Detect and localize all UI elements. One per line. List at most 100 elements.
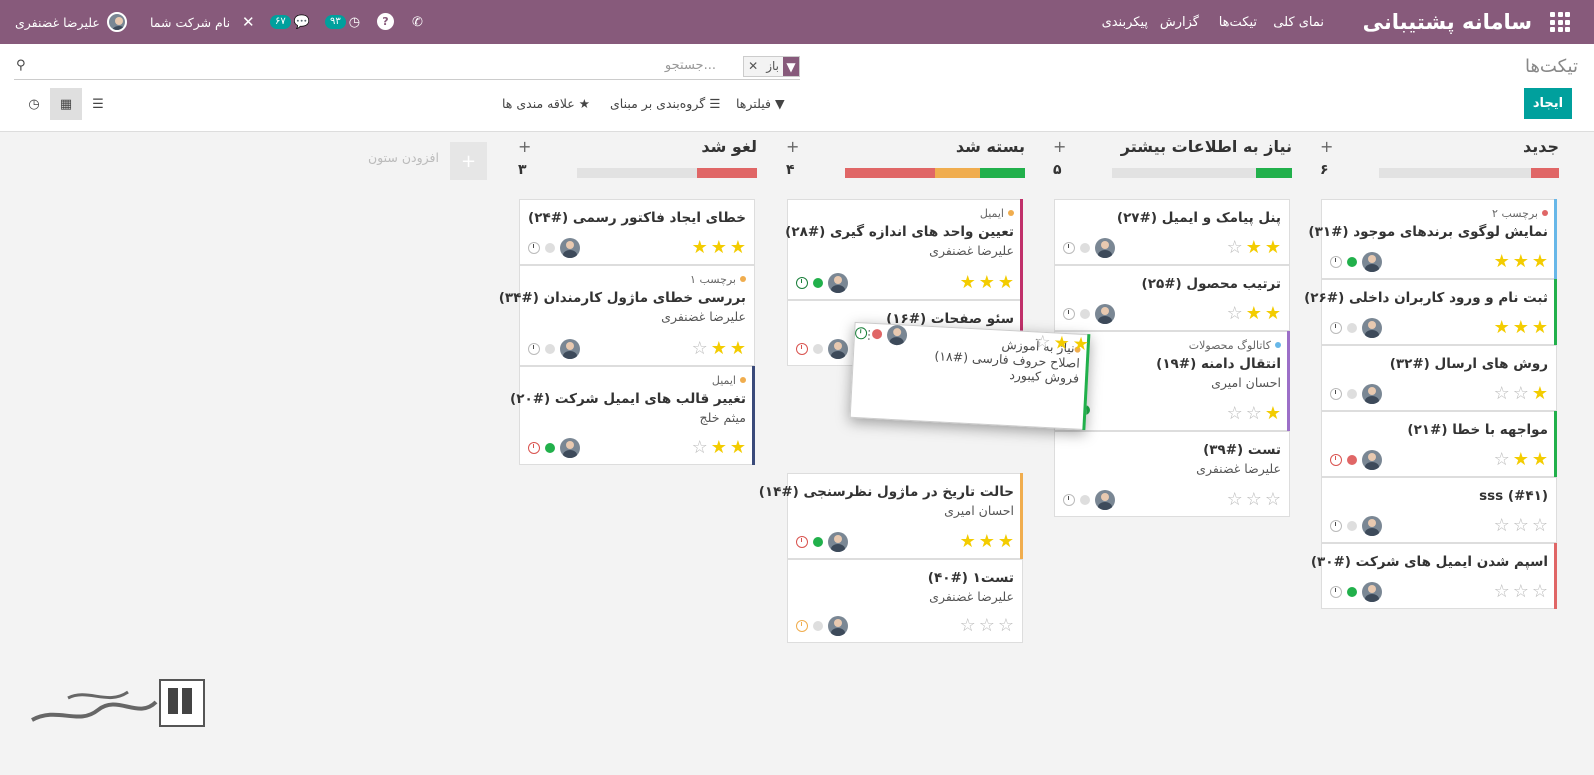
kanban-state-icon[interactable]	[813, 537, 823, 547]
avatar[interactable]	[560, 238, 580, 258]
avatar[interactable]	[1362, 582, 1382, 602]
avatar[interactable]	[1095, 238, 1115, 258]
activity-clock-icon[interactable]	[528, 242, 540, 254]
activity-clock-icon[interactable]	[528, 442, 540, 454]
priority-stars[interactable]: ★ ★ ★	[1493, 317, 1548, 338]
avatar[interactable]	[1095, 490, 1115, 510]
activity-clock-icon[interactable]	[796, 620, 808, 632]
priority-stars[interactable]: ★ ★ ☆	[1226, 303, 1281, 324]
kanban-state-icon[interactable]	[1347, 455, 1357, 465]
kanban-state-icon[interactable]	[1347, 587, 1357, 597]
ticket-card[interactable]: حالت تاریخ در ماژول نظرسنجی (#۱۴) احسان …	[759, 473, 1023, 559]
kanban-state-icon[interactable]	[1347, 257, 1357, 267]
ticket-card[interactable]: ایمیل تعیین واحد های اندازه گیری (#۲۸) ع…	[785, 199, 1023, 300]
priority-stars[interactable]: ☆ ☆ ☆	[1226, 489, 1281, 510]
priority-stars[interactable]: ★ ★ ☆	[1493, 449, 1548, 470]
avatar[interactable]	[886, 324, 908, 346]
add-column-button[interactable]: +	[450, 142, 487, 180]
activity-clock-icon[interactable]	[796, 277, 808, 289]
activity-view-icon[interactable]: ◷	[28, 96, 40, 112]
avatar[interactable]	[1362, 318, 1382, 338]
activity-clock-icon[interactable]	[1330, 454, 1342, 466]
favorites-dropdown[interactable]: علاقه مندی ها ★	[502, 96, 590, 111]
priority-stars[interactable]: ☆ ☆ ☆	[1493, 581, 1548, 602]
messages-menu[interactable]: ۶۷ 💬	[270, 0, 310, 44]
activity-menu[interactable]: ۹۳ ◷	[325, 0, 360, 44]
apps-menu-icon[interactable]	[1550, 12, 1572, 32]
activity-clock-icon[interactable]	[854, 326, 868, 340]
priority-stars[interactable]: ★ ★ ★	[959, 272, 1014, 293]
column-title[interactable]: لغو شد	[701, 137, 757, 156]
dragged-ticket-card[interactable]: ⋮ نیاز به آموزش اصلاح حروف فارسی (#۱۸) ف…	[849, 321, 1091, 431]
list-view-icon[interactable]: ☰	[92, 96, 104, 112]
kanban-state-icon[interactable]	[1347, 389, 1357, 399]
column-progressbar[interactable]	[577, 168, 757, 178]
activity-clock-icon[interactable]	[1330, 586, 1342, 598]
column-title[interactable]: بسته شد	[955, 137, 1025, 156]
user-menu[interactable]: علیرضا غضنفری	[15, 0, 127, 44]
filters-dropdown[interactable]: فیلترها ▼	[736, 96, 785, 111]
ticket-card[interactable]: برچسب ۱ بررسی خطای ماژول کارمندان (#۳۴) …	[499, 265, 755, 366]
company-switcher[interactable]: نام شرکت شما	[150, 0, 230, 44]
menu-report[interactable]: گزارش	[1159, 14, 1199, 30]
avatar[interactable]	[560, 438, 580, 458]
column-progressbar[interactable]	[845, 168, 1025, 178]
kanban-state-icon[interactable]	[545, 243, 555, 253]
quick-create-icon[interactable]: +	[518, 137, 532, 156]
kanban-state-icon[interactable]	[813, 621, 823, 631]
avatar[interactable]	[1362, 384, 1382, 404]
priority-stars[interactable]: ★ ★ ★	[691, 237, 746, 258]
kanban-view-icon[interactable]: ▦	[50, 88, 82, 120]
kanban-state-icon[interactable]	[871, 328, 883, 340]
quick-create-icon[interactable]: +	[786, 137, 800, 156]
app-brand[interactable]: سامانه پشتیبانی	[1362, 10, 1532, 34]
ticket-card[interactable]: اسپم شدن ایمیل های شرکت (#۳۰) ☆ ☆ ☆	[1311, 543, 1557, 609]
activity-clock-icon[interactable]	[796, 536, 808, 548]
ticket-card[interactable]: تست (#۳۹) علیرضا غضنفری ☆ ☆ ☆	[1054, 431, 1290, 517]
priority-stars[interactable]: ★ ☆ ☆	[1493, 383, 1548, 404]
activity-clock-icon[interactable]	[1063, 242, 1075, 254]
kanban-state-icon[interactable]	[545, 344, 555, 354]
column-progressbar[interactable]	[1379, 168, 1559, 178]
search-icon[interactable]: ⚲	[16, 58, 26, 73]
help-icon[interactable]: ?	[377, 13, 394, 30]
priority-stars[interactable]: ★ ★ ☆	[691, 338, 746, 359]
priority-stars[interactable]: ☆ ☆ ☆	[1493, 515, 1548, 536]
menu-overview[interactable]: نمای کلی	[1273, 14, 1324, 30]
ticket-card[interactable]: مواجهه با خطا (#۲۱) ★ ★ ☆	[1321, 411, 1557, 477]
ticket-card[interactable]: ثبت نام و ورود کاربران داخلی (#۲۶) ★ ★ ★	[1304, 279, 1557, 345]
avatar[interactable]	[1362, 252, 1382, 272]
create-button[interactable]: ایجاد	[1524, 88, 1572, 119]
activity-clock-icon[interactable]	[1330, 256, 1342, 268]
kanban-state-icon[interactable]	[1347, 323, 1357, 333]
activity-clock-icon[interactable]	[1063, 308, 1075, 320]
avatar[interactable]	[1362, 450, 1382, 470]
activity-clock-icon[interactable]	[1330, 388, 1342, 400]
ticket-card[interactable]: پنل پیامک و ایمیل (#۲۷) ★ ★ ☆	[1054, 199, 1290, 265]
kanban-state-icon[interactable]	[1080, 309, 1090, 319]
avatar[interactable]	[1095, 304, 1115, 324]
priority-stars[interactable]: ★ ★ ★	[959, 531, 1014, 552]
priority-stars[interactable]: ★ ★ ☆	[1226, 237, 1281, 258]
kanban-state-icon[interactable]	[1080, 495, 1090, 505]
ticket-card[interactable]: روش های ارسال (#۳۲) ★ ☆ ☆	[1321, 345, 1557, 411]
ticket-card[interactable]: کاتالوگ محصولات انتقال دامنه (#۱۹) احسان…	[1054, 331, 1290, 431]
ticket-card[interactable]: sss (#۴۱) ☆ ☆ ☆	[1321, 477, 1557, 543]
priority-stars[interactable]: ☆ ☆ ☆	[959, 615, 1014, 636]
kanban-state-icon[interactable]	[1347, 521, 1357, 531]
ticket-card[interactable]: تست۱ (#۴۰) علیرضا غضنفری ☆ ☆ ☆	[787, 559, 1023, 643]
priority-stars[interactable]: ★ ★ ☆	[691, 437, 746, 458]
search-facet[interactable]: ✕ باز ▼	[743, 56, 800, 77]
avatar[interactable]	[560, 339, 580, 359]
quick-create-icon[interactable]: +	[1053, 137, 1067, 156]
activity-clock-icon[interactable]	[1330, 520, 1342, 532]
search-input[interactable]: جستجو...	[664, 58, 716, 73]
column-progressbar[interactable]	[1112, 168, 1292, 178]
ticket-card[interactable]: ترتیب محصول (#۲۵) ★ ★ ☆	[1054, 265, 1290, 331]
avatar[interactable]	[828, 339, 848, 359]
avatar[interactable]	[828, 273, 848, 293]
priority-stars[interactable]: ★ ☆ ☆	[1226, 403, 1281, 424]
column-title[interactable]: نیاز به اطلاعات بیشتر	[1120, 137, 1292, 156]
priority-stars[interactable]: ★ ★ ☆	[1033, 331, 1090, 356]
ticket-card[interactable]: برچسب ۲ نمایش لوگوی برندهای موجود (#۳۱) …	[1308, 199, 1557, 279]
